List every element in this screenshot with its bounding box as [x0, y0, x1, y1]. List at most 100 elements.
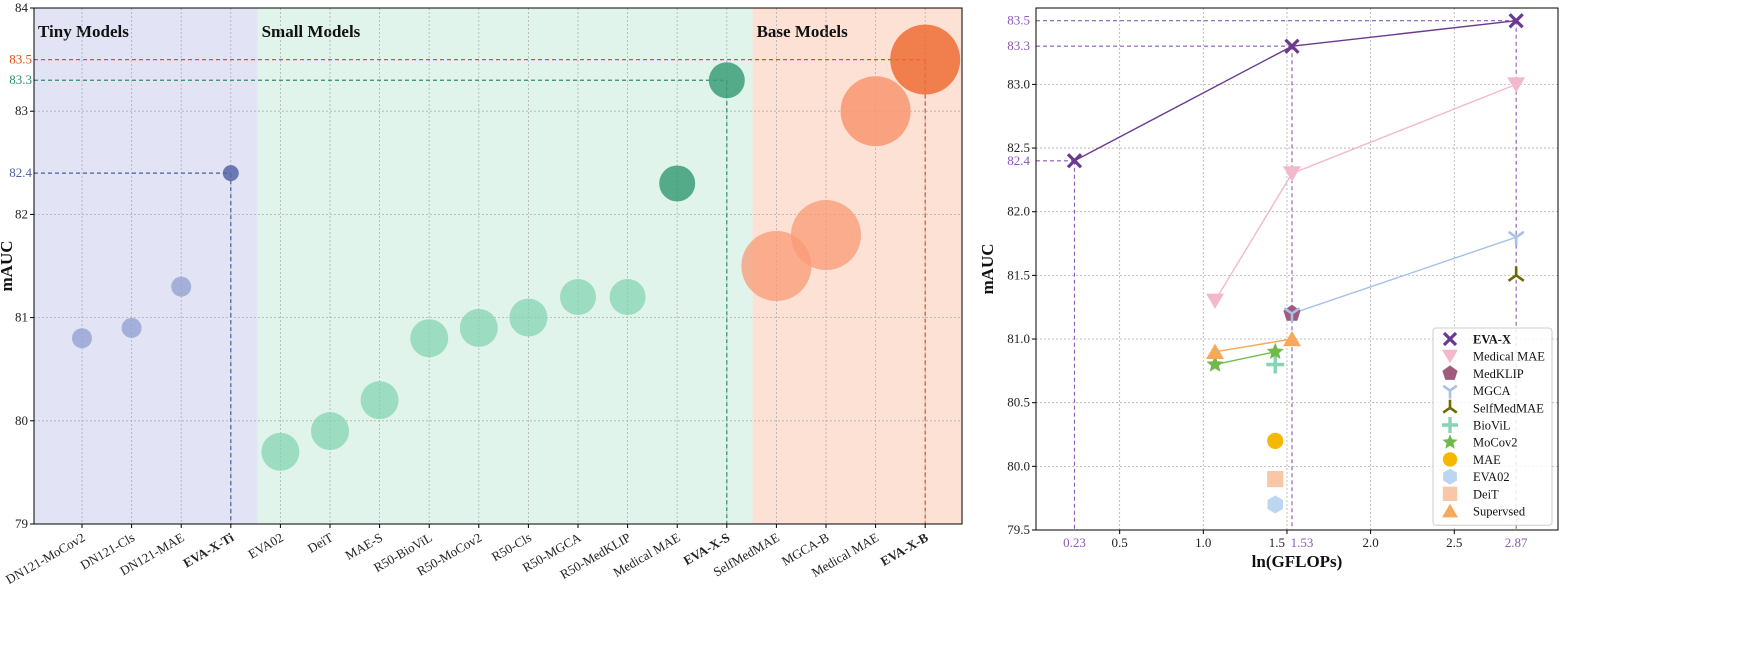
- y-tick-label: 81.5: [1007, 267, 1030, 282]
- legend-label: MAE: [1473, 453, 1501, 467]
- y-tick-label: 80.0: [1007, 458, 1030, 473]
- x-tick-label: 2.0: [1362, 535, 1378, 550]
- region-title: Small Models: [262, 22, 361, 41]
- highlight-y-tick-label: 83.5: [1007, 13, 1030, 28]
- series-marker: [1508, 13, 1524, 29]
- x-axis-title: ln(GFLOPs): [1252, 552, 1343, 571]
- legend-marker: [1442, 399, 1458, 414]
- bubble-point: [72, 328, 92, 349]
- series-marker: [1267, 495, 1283, 514]
- series-marker: [1066, 153, 1083, 169]
- series-marker: [1266, 342, 1284, 359]
- series-line-supervsed: [1214, 338, 1293, 353]
- legend-label: MoCov2: [1473, 436, 1517, 450]
- bubble-point: [360, 381, 399, 420]
- bubble-point: [890, 24, 961, 95]
- x-tick-label: DN121-MoCov2: [3, 530, 87, 587]
- bubble-point: [840, 76, 911, 147]
- series-marker: [1282, 330, 1301, 347]
- bubble-point: [121, 317, 142, 338]
- plot-frame: [1035, 7, 1559, 531]
- y-tick-label: 82.0: [1007, 204, 1030, 219]
- series-marker: [1282, 166, 1301, 182]
- legend-label: BioViL: [1473, 419, 1510, 433]
- highlight-value-label: 83.5: [9, 52, 32, 67]
- series-marker: [1283, 307, 1301, 323]
- region-title: Base Models: [757, 22, 849, 41]
- x-tick-label: 0.5: [1112, 535, 1128, 550]
- series-marker: [1507, 230, 1525, 247]
- legend-label: Supervsed: [1473, 505, 1526, 519]
- series-marker: [1206, 293, 1225, 309]
- y-axis-title: mAUC: [978, 244, 997, 295]
- x-tick-label: EVA02: [245, 530, 285, 562]
- y-tick-label: 82: [15, 206, 28, 221]
- x-tick-label: EVA-X-B: [878, 529, 931, 568]
- x-tick-label: 1.5: [1269, 535, 1285, 550]
- legend-label: MGCA: [1473, 384, 1511, 398]
- bubble-point: [659, 165, 696, 202]
- legend-marker: [1443, 468, 1457, 485]
- y-tick-label: 84: [15, 0, 29, 15]
- highlight-y-tick-label: 83.3: [1007, 38, 1030, 53]
- left-bubble-chart: Tiny Models Small Models Base Models 79 80 81…: [0, 0, 963, 587]
- series-line-mocov2: [1214, 351, 1276, 366]
- legend-marker: [1442, 434, 1458, 449]
- x-tick-label: 2.5: [1446, 535, 1462, 550]
- highlight-y-tick-label: 82.4: [1007, 153, 1030, 168]
- series-marker: [1507, 266, 1525, 282]
- legend-marker: [1442, 503, 1458, 518]
- y-tick-label: 81.0: [1007, 331, 1030, 346]
- plot-frame: [33, 7, 963, 525]
- series-marker: [1267, 470, 1284, 488]
- highlight-x-tick-label: 1.53: [1291, 535, 1314, 550]
- highlight-x-tick-label: 0.23: [1063, 535, 1086, 550]
- series-line-medical-mae: [1214, 83, 1517, 302]
- y-axis-title: mAUC: [0, 241, 16, 292]
- y-tick-label: 79.5: [1007, 522, 1030, 537]
- y-tick-label: 83.0: [1007, 76, 1030, 91]
- bubble-point: [459, 308, 498, 347]
- legend-marker: [1442, 486, 1458, 501]
- region-tiny-models: [34, 8, 258, 524]
- highlight-value-label: 82.4: [9, 165, 32, 180]
- bubble-point: [509, 298, 548, 337]
- y-tick-label: 80: [15, 413, 28, 428]
- legend-marker: [1442, 452, 1458, 467]
- legend-marker: [1442, 331, 1458, 347]
- region-title: Tiny Models: [38, 22, 129, 41]
- highlight-value-label: 83.3: [9, 72, 32, 87]
- right-line-chart: 79.5 80.0 80.5 81.0 81.5 82.0 82.5 83.0 82.4 83.3…: [978, 7, 1559, 571]
- legend-box: [1432, 327, 1553, 526]
- legend-label: DeiT: [1473, 487, 1499, 501]
- bubble-point: [222, 165, 239, 182]
- series-marker: [1507, 77, 1526, 93]
- bubble-point: [171, 276, 192, 297]
- bubble-point: [609, 278, 646, 315]
- series-marker: [1206, 355, 1224, 372]
- legend-label: SelfMedMAE: [1473, 401, 1544, 415]
- legend-marker: [1442, 384, 1458, 399]
- legend-marker: [1442, 365, 1458, 380]
- y-tick-label: 79: [15, 516, 28, 531]
- bubble-point: [261, 432, 300, 471]
- legend-marker: [1442, 349, 1458, 364]
- bubble-point: [560, 278, 596, 315]
- bubble-point: [410, 319, 449, 358]
- bubble-point: [791, 200, 861, 271]
- series-line-mgca: [1291, 236, 1517, 315]
- series-marker: [1267, 432, 1284, 449]
- y-tick-label: 80.5: [1007, 395, 1030, 410]
- y-tick-label: 83: [15, 103, 28, 118]
- y-tick-label: 81: [15, 310, 28, 325]
- highlight-x-tick-label: 2.87: [1505, 535, 1528, 550]
- x-tick-label: 1.0: [1195, 535, 1211, 550]
- x-tick-label: DeiT: [305, 530, 336, 556]
- bubble-point: [311, 412, 349, 451]
- legend-label: MedKLIP: [1473, 367, 1524, 381]
- legend-label: Medical MAE: [1473, 350, 1545, 364]
- bubble-point: [708, 62, 745, 99]
- legend-marker: [1442, 417, 1458, 433]
- series-marker: [1206, 343, 1225, 359]
